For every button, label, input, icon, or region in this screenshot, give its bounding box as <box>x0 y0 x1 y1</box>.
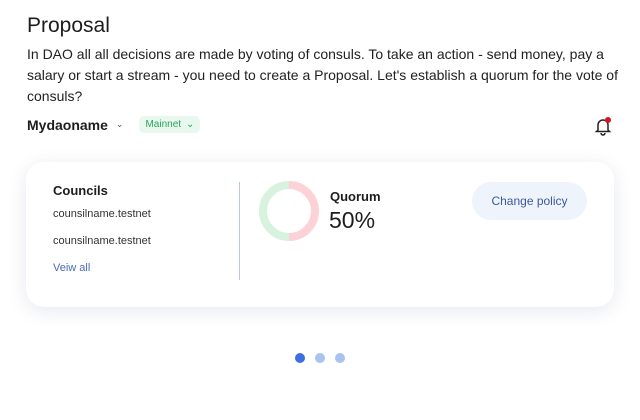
view-all-link[interactable]: Veiw all <box>53 262 91 274</box>
page-title: Proposal <box>27 14 110 37</box>
quorum-donut-chart <box>259 181 319 241</box>
pagination-dot[interactable] <box>315 353 325 363</box>
chevron-down-icon[interactable]: ⌄ <box>115 119 124 129</box>
network-dropdown[interactable]: Mainnet ⌄ <box>139 116 201 133</box>
notification-badge <box>605 117 611 123</box>
donut-segment-quorum <box>288 181 319 241</box>
bell-icon[interactable] <box>593 116 613 136</box>
dao-selector-row: Mydaoname ⌄ Mainnet ⌄ <box>27 116 201 133</box>
chevron-down-icon: ⌄ <box>186 119 195 130</box>
quorum-card: Councils counsilname.testnet counsilname… <box>26 162 614 307</box>
dao-name-dropdown[interactable]: Mydaoname <box>27 116 108 133</box>
council-item: counsilname.testnet <box>53 235 151 247</box>
council-item: counsilname.testnet <box>53 208 151 220</box>
donut-segment-other <box>259 181 290 241</box>
quorum-value: 50% <box>329 207 376 233</box>
pagination-dots <box>295 353 345 363</box>
network-label: Mainnet <box>145 119 182 130</box>
quorum-label: Quorum <box>330 189 381 204</box>
councils-title: Councils <box>53 183 108 198</box>
divider <box>239 182 240 280</box>
pagination-dot[interactable] <box>295 353 305 363</box>
page-description: In DAO all all decisions are made by vot… <box>27 46 618 104</box>
change-policy-button[interactable]: Change policy <box>472 182 587 220</box>
pagination-dot[interactable] <box>335 353 345 363</box>
